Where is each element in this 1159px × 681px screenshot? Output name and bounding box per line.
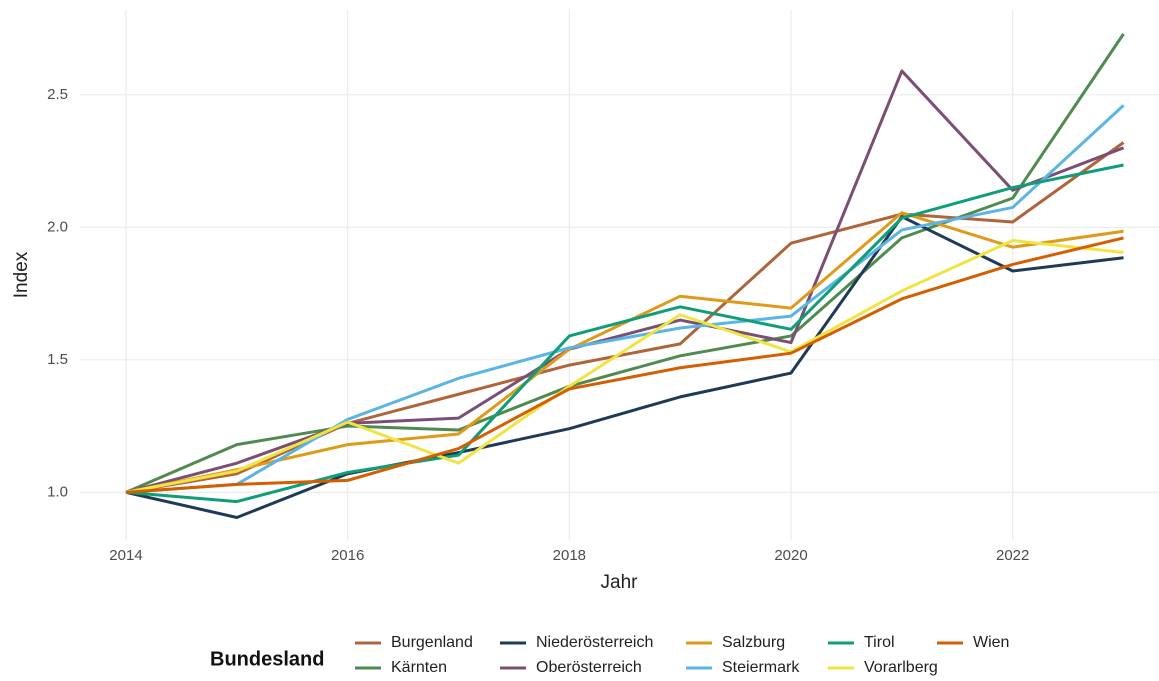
x-axis-title: Jahr	[601, 572, 639, 593]
y-tick-label: 1.5	[47, 351, 68, 368]
y-axis-title: Index	[11, 251, 32, 298]
y-tick-label: 1.0	[47, 483, 68, 500]
legend-label: Oberösterreich	[536, 659, 642, 676]
legend-title: Bundesland	[210, 648, 324, 670]
series-line	[125, 215, 1124, 519]
x-tick-label: 2020	[774, 547, 807, 564]
legend-label: Burgenland	[391, 634, 473, 651]
y-tick-label: 2.5	[47, 86, 68, 103]
legend-label: Vorarlberg	[864, 659, 938, 676]
series-line	[125, 69, 1125, 494]
series-line	[125, 141, 1125, 494]
x-tick-label: 2022	[996, 547, 1029, 564]
series-line	[125, 33, 1125, 494]
legend-label: Salzburg	[722, 634, 785, 651]
series-line	[125, 163, 1124, 504]
x-tick-label: 2018	[553, 547, 586, 564]
legend-label: Tirol	[864, 634, 895, 651]
legend-label: Niederösterreich	[536, 634, 653, 651]
y-tick-label: 2.0	[47, 218, 68, 235]
x-tick-label: 2014	[109, 547, 142, 564]
series-line	[125, 236, 1124, 494]
series-line	[125, 104, 1125, 494]
legend-label: Steiermark	[722, 659, 800, 676]
legend-label: Kärnten	[391, 659, 447, 676]
legend-label: Wien	[973, 634, 1009, 651]
series-line	[125, 239, 1124, 494]
x-tick-label: 2016	[331, 547, 364, 564]
